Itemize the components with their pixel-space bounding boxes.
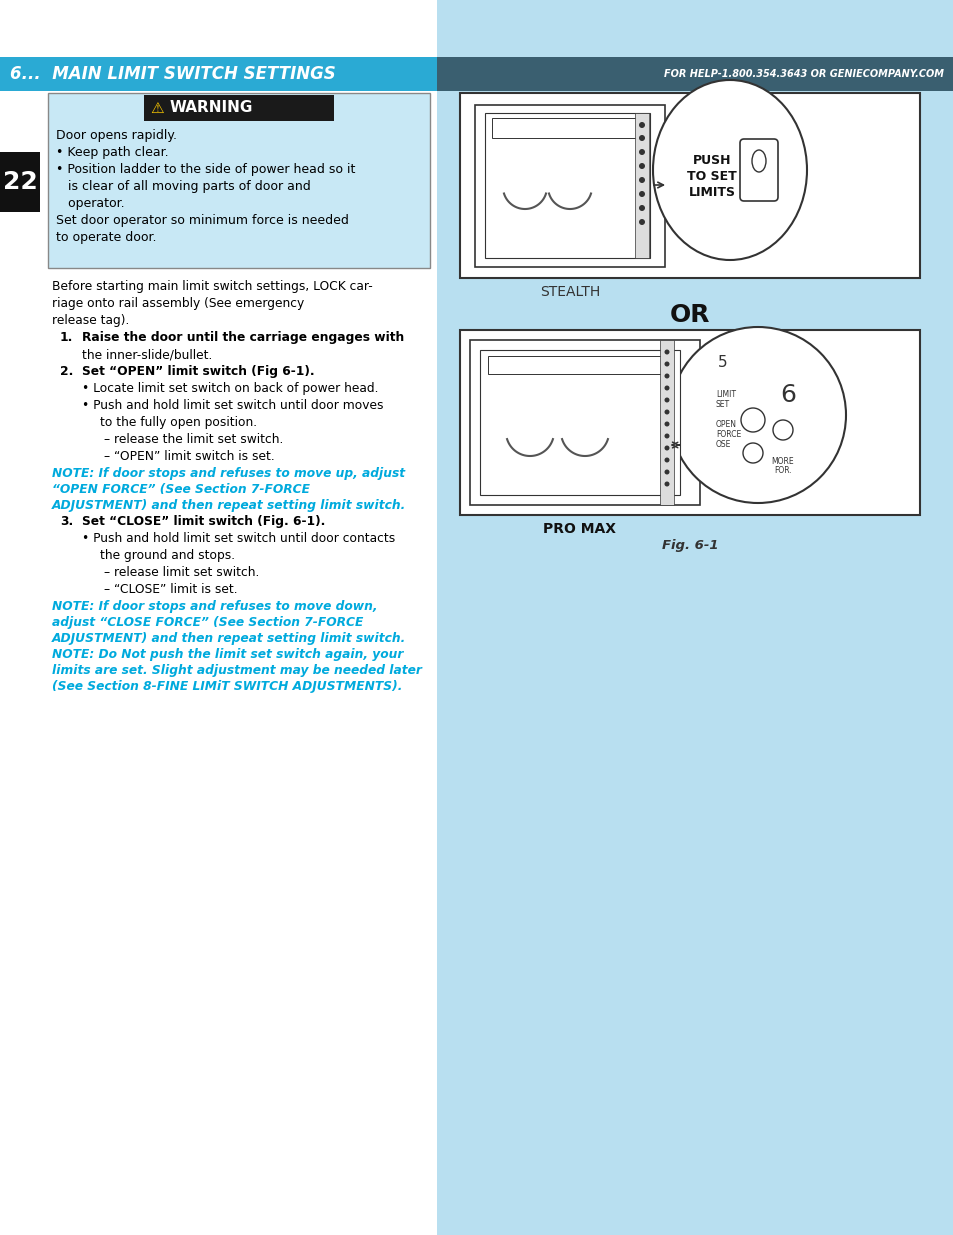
Text: 5: 5 (718, 354, 727, 370)
Text: 2.: 2. (60, 366, 73, 378)
Ellipse shape (652, 80, 806, 261)
Circle shape (664, 398, 669, 403)
Text: NOTE: If door stops and refuses to move down,: NOTE: If door stops and refuses to move … (52, 600, 377, 613)
Text: • Keep path clear.: • Keep path clear. (56, 146, 169, 159)
Circle shape (639, 163, 644, 169)
Text: Set “OPEN” limit switch (Fig 6-1).: Set “OPEN” limit switch (Fig 6-1). (82, 366, 314, 378)
Text: OR: OR (669, 303, 709, 327)
Circle shape (664, 410, 669, 415)
Text: – “OPEN” limit switch is set.: – “OPEN” limit switch is set. (104, 450, 274, 463)
Text: to operate door.: to operate door. (56, 231, 156, 245)
Circle shape (742, 443, 762, 463)
Text: limits are set. Slight adjustment may be needed later: limits are set. Slight adjustment may be… (52, 664, 421, 677)
Text: PRO MAX: PRO MAX (543, 522, 616, 536)
Text: (See Section 8-FINE LIMiT SWITCH ADJUSTMENTS).: (See Section 8-FINE LIMiT SWITCH ADJUSTM… (52, 680, 402, 693)
Bar (470, 340, 700, 505)
Circle shape (639, 135, 644, 141)
Text: OPEN: OPEN (716, 420, 737, 429)
Text: STEALTH: STEALTH (539, 285, 599, 299)
Text: is clear of all moving parts of door and: is clear of all moving parts of door and (56, 180, 311, 193)
Text: FOR.: FOR. (773, 466, 791, 475)
Text: • Push and hold limit set switch until door moves: • Push and hold limit set switch until d… (82, 399, 383, 412)
Text: operator.: operator. (56, 198, 125, 210)
Bar (635, 112, 648, 258)
Circle shape (639, 149, 644, 156)
Bar (436, 57, 953, 91)
Text: 6...  MAIN LIMIT SWITCH SETTINGS: 6... MAIN LIMIT SWITCH SETTINGS (10, 65, 335, 83)
Bar (48, 93, 430, 268)
Ellipse shape (751, 149, 765, 172)
Bar (479, 350, 679, 495)
Text: Before starting main limit switch settings, LOCK car-: Before starting main limit switch settin… (52, 280, 373, 293)
Circle shape (740, 408, 764, 432)
Text: Door opens rapidly.: Door opens rapidly. (56, 128, 177, 142)
Text: Set door operator so minimum force is needed: Set door operator so minimum force is ne… (56, 214, 349, 227)
Circle shape (639, 177, 644, 183)
Circle shape (664, 350, 669, 354)
Text: LIMIT: LIMIT (716, 390, 735, 399)
Bar (0, 57, 436, 91)
Text: TO SET: TO SET (686, 169, 736, 183)
Text: Raise the door until the carriage engages with: Raise the door until the carriage engage… (82, 331, 404, 345)
Circle shape (639, 219, 644, 225)
Text: • Locate limit set switch on back of power head.: • Locate limit set switch on back of pow… (82, 382, 378, 395)
Text: PUSH: PUSH (692, 153, 731, 167)
Circle shape (664, 433, 669, 438)
Text: “OPEN FORCE” (See Section 7-FORCE: “OPEN FORCE” (See Section 7-FORCE (52, 483, 310, 496)
Circle shape (664, 373, 669, 378)
Text: – release limit set switch.: – release limit set switch. (104, 566, 259, 579)
Circle shape (664, 469, 669, 474)
Text: • Position ladder to the side of power head so it: • Position ladder to the side of power h… (56, 163, 355, 177)
Circle shape (639, 205, 644, 211)
Text: NOTE: If door stops and refuses to move up, adjust: NOTE: If door stops and refuses to move … (52, 467, 405, 480)
Bar (459, 330, 919, 515)
Text: the inner-slide/bullet.: the inner-slide/bullet. (82, 348, 213, 361)
Text: ADJUSTMENT) and then repeat setting limit switch.: ADJUSTMENT) and then repeat setting limi… (52, 632, 406, 645)
Circle shape (772, 420, 792, 440)
Circle shape (664, 482, 669, 487)
Text: 3.: 3. (60, 515, 73, 529)
Text: ⚠: ⚠ (150, 100, 164, 116)
Bar (492, 119, 637, 138)
Circle shape (639, 122, 644, 128)
Text: adjust “CLOSE FORCE” (See Section 7-FORCE: adjust “CLOSE FORCE” (See Section 7-FORC… (52, 616, 363, 629)
Bar (436, 0, 953, 1235)
Circle shape (664, 362, 669, 367)
Bar (0, 152, 40, 212)
Text: – release the limit set switch.: – release the limit set switch. (104, 433, 283, 446)
Text: the ground and stops.: the ground and stops. (100, 550, 234, 562)
Text: Set “CLOSE” limit switch (Fig. 6-1).: Set “CLOSE” limit switch (Fig. 6-1). (82, 515, 325, 529)
Text: OSE: OSE (716, 440, 731, 450)
Circle shape (664, 457, 669, 462)
Bar (484, 112, 649, 258)
Bar (459, 93, 919, 278)
Text: Fig. 6-1: Fig. 6-1 (661, 538, 718, 552)
Circle shape (639, 191, 644, 198)
Bar (475, 105, 664, 267)
Text: NOTE: Do Not push the limit set switch again, your: NOTE: Do Not push the limit set switch a… (52, 648, 403, 661)
Text: SET: SET (716, 400, 729, 409)
Circle shape (664, 385, 669, 390)
Bar (144, 95, 334, 121)
Text: ADJUSTMENT) and then repeat setting limit switch.: ADJUSTMENT) and then repeat setting limi… (52, 499, 406, 513)
Bar (659, 340, 673, 505)
FancyBboxPatch shape (740, 140, 778, 201)
Text: – “CLOSE” limit is set.: – “CLOSE” limit is set. (104, 583, 237, 597)
Circle shape (664, 421, 669, 426)
Text: LIMITS: LIMITS (688, 185, 735, 199)
Text: 22: 22 (3, 170, 37, 194)
Circle shape (664, 446, 669, 451)
Text: to the fully open position.: to the fully open position. (100, 416, 257, 429)
Text: 1.: 1. (60, 331, 73, 345)
Text: FORCE: FORCE (716, 430, 740, 438)
Circle shape (669, 327, 845, 503)
Bar (488, 356, 662, 374)
Text: 6: 6 (780, 383, 795, 408)
Text: WARNING: WARNING (170, 100, 253, 116)
Text: FOR HELP-1.800.354.3643 OR GENIECOMPANY.COM: FOR HELP-1.800.354.3643 OR GENIECOMPANY.… (663, 69, 943, 79)
Text: • Push and hold limit set switch until door contacts: • Push and hold limit set switch until d… (82, 532, 395, 545)
Text: riage onto rail assembly (See emergency: riage onto rail assembly (See emergency (52, 296, 304, 310)
Text: release tag).: release tag). (52, 314, 130, 327)
Text: MORE: MORE (771, 457, 794, 466)
